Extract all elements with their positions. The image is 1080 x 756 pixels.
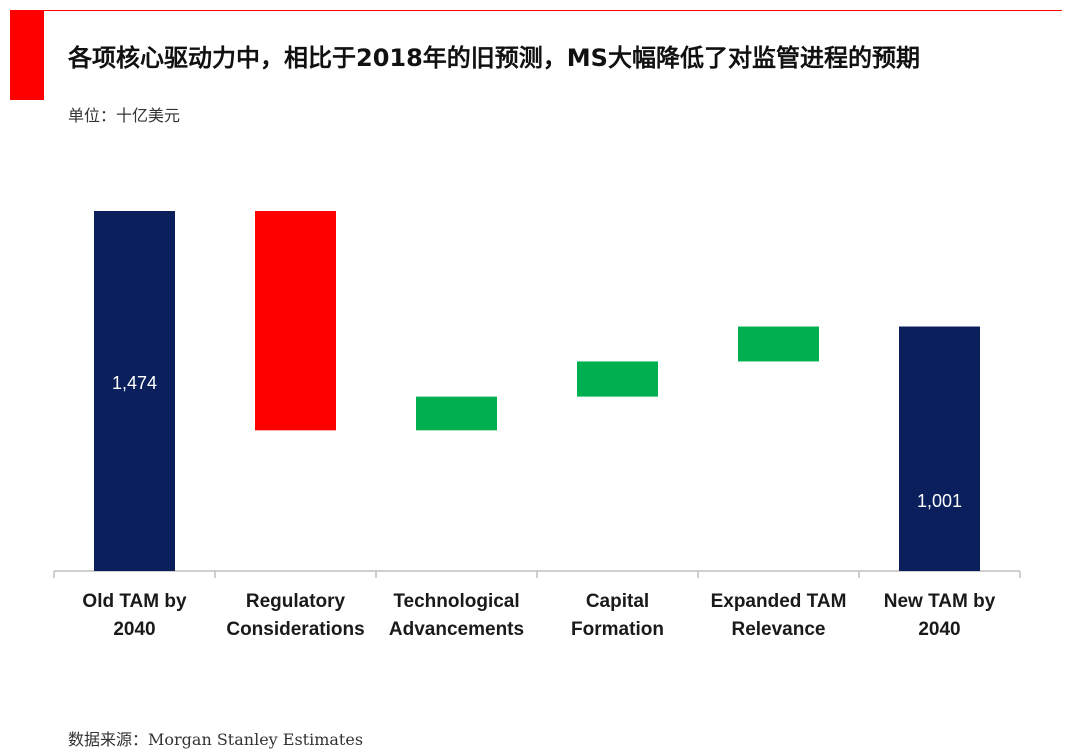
- category-label-3-1: Formation: [571, 619, 664, 640]
- category-label-2-0: Technological: [393, 591, 519, 612]
- data-label-5: 1,001: [917, 491, 962, 511]
- unit-label: 单位：十亿美元: [68, 106, 181, 125]
- category-label-4-0: Expanded TAM: [711, 591, 847, 612]
- category-label-2-1: Advancements: [389, 619, 524, 640]
- bar-3: [577, 361, 658, 397]
- waterfall-chart: 1,474 Old TAM by 2040 Regulatory Considerati…: [53, 211, 1021, 640]
- category-label-0-0: Old TAM by: [82, 591, 187, 612]
- bar-2: [416, 396, 497, 431]
- bar-5: [899, 326, 980, 571]
- category-label-4-1: Relevance: [731, 619, 825, 640]
- data-label-0: 1,474: [112, 373, 157, 393]
- bar-1: [255, 211, 336, 431]
- source-note: 数据来源：Morgan Stanley Estimates: [68, 730, 364, 749]
- category-label-0-1: 2040: [113, 619, 155, 640]
- bar-0: [94, 211, 175, 571]
- category-label-5-1: 2040: [918, 619, 960, 640]
- category-label-3-0: Capital: [586, 591, 649, 612]
- category-label-5-0: New TAM by: [884, 591, 996, 612]
- category-label-1-1: Considerations: [226, 619, 364, 640]
- page-title: 各项核心驱动力中，相比于2018年的旧预测，MS大幅降低了对监管进程的预期: [68, 44, 920, 72]
- accent-block: [10, 10, 44, 100]
- header-rule: [44, 10, 1062, 11]
- bar-4: [738, 326, 819, 362]
- category-label-1-0: Regulatory: [246, 591, 346, 612]
